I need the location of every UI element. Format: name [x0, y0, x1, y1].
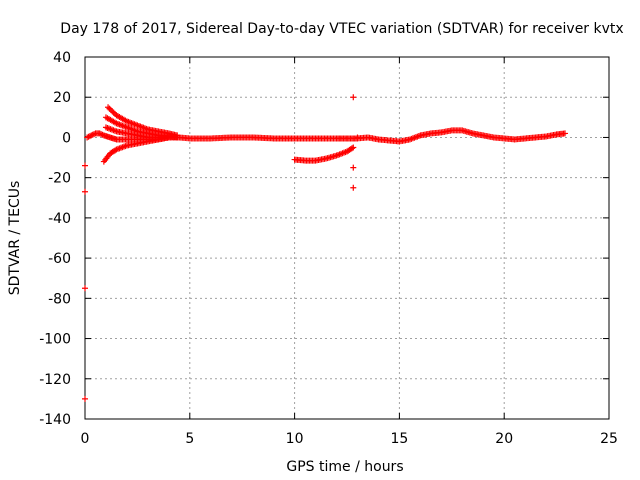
x-tick-label: 0 [81, 431, 90, 447]
y-tick-label: -100 [39, 332, 71, 348]
data-point-main [99, 131, 106, 138]
data-points [82, 94, 568, 402]
data-point-arc1 [110, 109, 117, 116]
data-point-main [91, 131, 98, 138]
x-tick-label: 25 [600, 431, 618, 447]
data-point-main [561, 130, 568, 137]
y-tick-label: -120 [39, 372, 71, 388]
data-point-arc1 [105, 104, 112, 111]
y-tick-label: -20 [48, 171, 71, 187]
data-point-arc1 [106, 105, 113, 112]
data-point-main [86, 133, 93, 140]
y-axis: 40 20 0 -20 -40 -60 -80 -100 -120 -140 [39, 50, 609, 428]
data-point-outliers [350, 164, 357, 171]
data-point-arc4 [165, 134, 172, 141]
data-point-outliers [82, 285, 88, 292]
data-point-main [85, 133, 92, 140]
y-tick-label: 40 [53, 50, 71, 66]
data-point-arc2 [174, 134, 181, 141]
data-point-outliers [350, 184, 357, 191]
chart-title: Day 178 of 2017, Sidereal Day-to-day VTE… [60, 21, 623, 37]
data-point-outliers [354, 134, 361, 141]
data-point-main [84, 134, 91, 141]
data-point-main [89, 131, 96, 138]
data-point-main [88, 132, 95, 139]
data-point-main [96, 130, 103, 137]
x-axis-label: GPS time / hours [286, 459, 403, 475]
data-point-outliers [82, 188, 88, 195]
x-tick-label: 10 [286, 431, 304, 447]
data-point-main [98, 131, 105, 138]
data-point-arc1 [109, 108, 116, 115]
x-axis: 0 5 10 15 20 25 [81, 57, 618, 447]
x-tick-label: 20 [495, 431, 513, 447]
data-point-arc1 [107, 106, 114, 113]
data-point-dip [350, 144, 357, 151]
x-tick-label: 15 [390, 431, 408, 447]
plot-frame [84, 56, 610, 420]
y-axis-label: SDTVAR / TECUs [7, 181, 23, 296]
y-tick-label: 20 [53, 90, 71, 106]
data-point-outliers [82, 395, 88, 402]
y-tick-label: -40 [48, 211, 71, 227]
grid [84, 56, 610, 420]
y-tick-label: -140 [39, 412, 71, 428]
data-point-dip [349, 145, 356, 152]
y-tick-label: -80 [48, 291, 71, 307]
data-point-arc4 [112, 147, 119, 154]
y-tick-label: -60 [48, 251, 71, 267]
y-tick-label: 0 [62, 130, 71, 146]
data-point-outliers [350, 94, 357, 101]
x-tick-label: 5 [185, 431, 194, 447]
data-point-outliers [82, 162, 88, 169]
